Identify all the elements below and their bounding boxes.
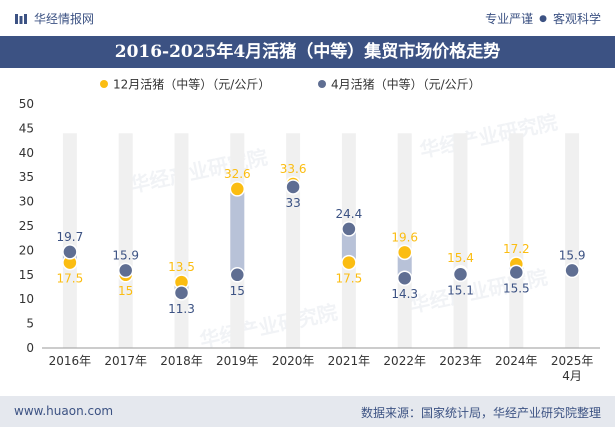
x-tick-label: 2025年 [551, 354, 594, 368]
data-point-dec [229, 181, 246, 197]
x-tick-label: 2023年 [439, 354, 482, 368]
data-point-apr [396, 270, 413, 286]
data-label-dec: 32.6 [224, 167, 251, 181]
slogan-left: 专业严谨 [485, 12, 534, 26]
category-band [62, 133, 77, 348]
y-tick-label: 30 [19, 195, 34, 209]
data-point-apr [117, 262, 134, 279]
chart: 华经产业研究院华经产业研究院华经产业研究院华经产业研究院12月活猪（中等）（元/… [19, 77, 600, 383]
data-label-apr: 15.9 [112, 248, 139, 262]
x-tick-sublabel: 4月 [562, 369, 582, 383]
x-tick-label: 2020年 [272, 354, 315, 368]
x-tick-label: 2018年 [160, 354, 203, 368]
slogan-right: 客观科学 [552, 12, 601, 26]
data-label-apr: 11.3 [168, 302, 195, 316]
x-tick-label: 2022年 [383, 354, 426, 368]
data-label-dec: 17.5 [57, 272, 84, 286]
y-tick-label: 0 [26, 341, 34, 355]
data-label-apr: 19.7 [57, 230, 84, 244]
data-point-dec [341, 254, 357, 271]
watermark-text: 华经产业研究院 [198, 300, 340, 353]
data-point-apr [285, 179, 301, 195]
y-tick-label: 50 [19, 97, 34, 111]
y-tick-label: 25 [19, 219, 34, 233]
x-tick-label: 2021年 [328, 354, 371, 368]
chart-title: 2016-2025年4月活猪（中等）集贸市场价格走势 [0, 36, 615, 68]
category-band [509, 133, 524, 348]
data-label-apr: 14.3 [391, 287, 418, 301]
footer: www.huaon.com 数据来源：国家统计局，华经产业研究院整理 [0, 396, 615, 427]
category-band [397, 133, 412, 348]
data-label-dec: 19.6 [391, 230, 418, 244]
data-point-apr [452, 266, 469, 283]
category-band [453, 133, 468, 348]
y-tick-label: 15 [19, 268, 34, 282]
legend-marker-dec [100, 80, 108, 88]
legend-marker-apr [318, 80, 326, 88]
brand-name: 华经情报网 [34, 12, 95, 26]
y-tick-label: 10 [19, 292, 34, 306]
range-connector [341, 228, 356, 263]
data-point-apr [564, 262, 580, 279]
y-tick-label: 45 [19, 121, 34, 135]
data-label-dec: 15.4 [447, 251, 474, 265]
data-point-apr [173, 285, 190, 301]
data-label-apr: 15.5 [503, 281, 530, 295]
data-point-apr [508, 264, 525, 281]
x-tick-label: 2019年 [216, 354, 259, 368]
brand-logo-icon [15, 13, 27, 24]
dot-icon: ● [539, 13, 547, 24]
data-label-apr: 24.4 [336, 207, 363, 221]
data-label-apr: 33 [285, 196, 300, 210]
legend-label-apr: 4月活猪（中等）（元/公斤） [331, 77, 481, 92]
data-label-dec: 13.5 [168, 260, 195, 274]
category-band [565, 133, 580, 348]
brand: 华经情报网 [14, 10, 94, 27]
slogan: 专业严谨 ● 客观科学 [485, 10, 601, 27]
data-label-apr: 15.1 [447, 283, 474, 297]
data-label-dec: 17.5 [336, 272, 363, 286]
data-point-apr [229, 267, 246, 283]
footer-source: 数据来源：国家统计局，华经产业研究院整理 [360, 406, 601, 420]
data-point-apr [341, 221, 357, 237]
y-tick-label: 5 [26, 317, 34, 331]
x-tick-label: 2024年 [495, 354, 538, 368]
data-point-dec [396, 244, 413, 261]
y-tick-label: 35 [19, 170, 34, 184]
data-label-apr: 15.9 [559, 248, 586, 262]
data-label-apr: 15 [230, 284, 245, 298]
data-point-apr [62, 244, 78, 260]
legend-label-dec: 12月活猪（中等）（元/公斤） [113, 77, 270, 92]
category-band [118, 133, 133, 348]
data-label-dec: 15 [118, 284, 133, 298]
range-connector [230, 188, 245, 275]
data-label-dec: 17.2 [503, 242, 530, 256]
y-tick-label: 20 [19, 243, 34, 257]
x-tick-label: 2016年 [49, 354, 92, 368]
x-tick-label: 2017年 [104, 354, 147, 368]
data-label-dec: 33.6 [280, 162, 307, 176]
footer-website[interactable]: www.huaon.com [14, 404, 114, 418]
y-tick-label: 40 [19, 146, 34, 160]
watermark-text: 华经产业研究院 [418, 110, 560, 163]
top-bar: 华经情报网 专业严谨 ● 客观科学 [0, 0, 615, 36]
